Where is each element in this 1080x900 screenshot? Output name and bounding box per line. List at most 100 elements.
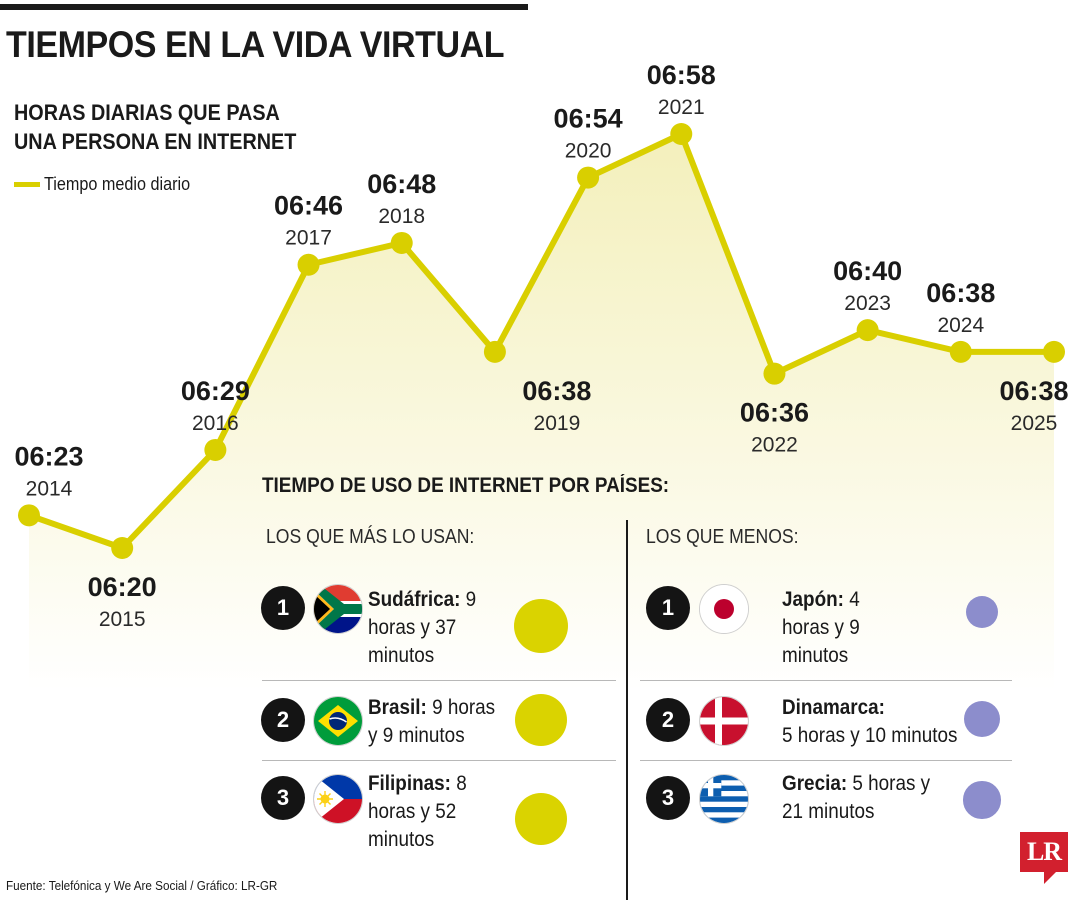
- year-label: 2020: [565, 140, 612, 163]
- column-divider: [626, 520, 628, 900]
- legend-swatch: [14, 182, 40, 187]
- country-time-2: 21 minutos: [782, 800, 875, 823]
- country-time-3: minutos: [368, 828, 435, 851]
- country-name: Grecia:: [782, 772, 848, 795]
- country-time-1: 9 horas: [426, 696, 496, 719]
- data-value-label: 06:58: [647, 60, 716, 90]
- series-line: [28, 131, 1054, 551]
- country-time-2: 5 horas y 10 minutos: [782, 724, 958, 747]
- country-time-1: 5 horas y: [847, 772, 931, 795]
- country-time-1: 9: [460, 588, 477, 611]
- rank-badge: 1: [646, 586, 690, 630]
- chart-subtitle: HORAS DIARIAS QUE PASA UNA PERSONA EN IN…: [14, 98, 296, 156]
- year-label: 2024: [937, 314, 984, 337]
- data-point: [483, 340, 506, 363]
- data-point: [763, 362, 786, 385]
- country-name: Brasil:: [368, 696, 427, 719]
- data-value-label: 06:29: [181, 376, 250, 406]
- country-name: Sudáfrica:: [368, 588, 461, 611]
- data-point: [1043, 340, 1065, 363]
- usage-bubble: [514, 693, 568, 747]
- row-separator: [640, 680, 1012, 681]
- year-label: 2015: [99, 608, 146, 631]
- country-time-1: 8: [450, 772, 467, 795]
- legend-label: Tiempo medio diario: [44, 174, 191, 194]
- data-value-label: 06:20: [88, 572, 157, 602]
- chart-subtitle-line2: UNA PERSONA EN INTERNET: [14, 129, 297, 154]
- year-label: 2016: [192, 412, 239, 435]
- year-label: 2014: [26, 477, 73, 500]
- data-point: [856, 319, 879, 342]
- data-value-label: 06:40: [833, 256, 902, 286]
- year-label: 2017: [285, 227, 332, 250]
- country-text: Filipinas: 8 horas y 52 minutos: [368, 770, 467, 854]
- chart-legend: Tiempo medio diario: [14, 174, 206, 195]
- country-text: Brasil: 9 horas y 9 minutos: [368, 694, 495, 750]
- rank-badge: 1: [261, 586, 305, 630]
- country-time-2: horas y 52: [368, 800, 457, 823]
- row-separator: [640, 760, 1012, 761]
- lr-logo-tail: [1044, 872, 1056, 884]
- year-label: 2025: [1011, 412, 1058, 435]
- row-separator: [262, 760, 616, 761]
- data-point: [670, 123, 693, 145]
- country-time-3: minutos: [782, 644, 849, 667]
- data-value-label: 06:36: [740, 398, 809, 428]
- brazil-flag: [313, 696, 363, 746]
- data-value-label: 06:38: [522, 376, 591, 406]
- top-rule: [0, 4, 528, 10]
- year-label: 2021: [658, 96, 705, 119]
- country-time-2: horas y 37: [368, 616, 457, 639]
- year-label: 2019: [534, 412, 581, 435]
- data-point: [18, 504, 40, 527]
- rank-badge: 2: [261, 698, 305, 742]
- country-time-2: horas y 9: [782, 616, 860, 639]
- denmark-flag: [699, 696, 749, 746]
- country-time-1: 4: [843, 588, 860, 611]
- data-point: [204, 438, 227, 461]
- country-time-2: y 9 minutos: [368, 724, 465, 747]
- country-text: Grecia: 5 horas y 21 minutos: [782, 770, 930, 826]
- usage-bubble: [965, 595, 999, 629]
- country-name: Filipinas:: [368, 772, 451, 795]
- lr-logo: LR: [1020, 832, 1068, 872]
- data-point: [577, 166, 600, 189]
- country-text: Japón: 4 horas y 9 minutos: [782, 586, 860, 670]
- countries-section-title: TIEMPO DE USO DE INTERNET POR PAÍSES:: [262, 474, 670, 497]
- country-time-3: minutos: [368, 644, 435, 667]
- country-text: Dinamarca: 5 horas y 10 minutos: [782, 694, 957, 750]
- greece-flag: [699, 774, 749, 824]
- data-value-label: 06:23: [14, 441, 83, 471]
- usage-bubble: [963, 700, 1001, 738]
- data-point: [111, 537, 134, 559]
- south-africa-flag: [313, 584, 363, 634]
- data-value-label: 06:54: [554, 104, 623, 134]
- usage-bubble: [963, 781, 1001, 819]
- rank-badge: 3: [261, 776, 305, 820]
- chart-subtitle-line1: HORAS DIARIAS QUE PASA: [14, 100, 280, 125]
- chart-area-fill: [29, 134, 1054, 690]
- rank-badge: 2: [646, 698, 690, 742]
- japan-flag: [699, 584, 749, 634]
- data-value-label: 06:38: [926, 278, 995, 308]
- data-value-label: 06:48: [367, 169, 436, 199]
- data-point: [297, 253, 320, 276]
- most-usage-heading: LOS QUE MÁS LO USAN:: [266, 526, 475, 548]
- country-name: Dinamarca:: [782, 696, 885, 719]
- country-text: Sudáfrica: 9 horas y 37 minutos: [368, 586, 476, 670]
- source-credit: Fuente: Telefónica y We Are Social / Grá…: [6, 878, 278, 893]
- country-name: Japón:: [782, 588, 844, 611]
- row-separator: [262, 680, 616, 681]
- data-value-label: 06:38: [999, 376, 1068, 406]
- data-point: [390, 231, 413, 254]
- usage-bubble: [514, 599, 568, 653]
- rank-badge: 3: [646, 776, 690, 820]
- year-label: 2023: [844, 292, 891, 315]
- year-label: 2018: [378, 205, 425, 228]
- data-value-label: 06:46: [274, 191, 343, 221]
- year-label: 2022: [751, 434, 798, 457]
- usage-bubble: [515, 793, 567, 845]
- philippines-flag: [313, 774, 363, 824]
- page-title: TIEMPOS EN LA VIDA VIRTUAL: [6, 24, 505, 65]
